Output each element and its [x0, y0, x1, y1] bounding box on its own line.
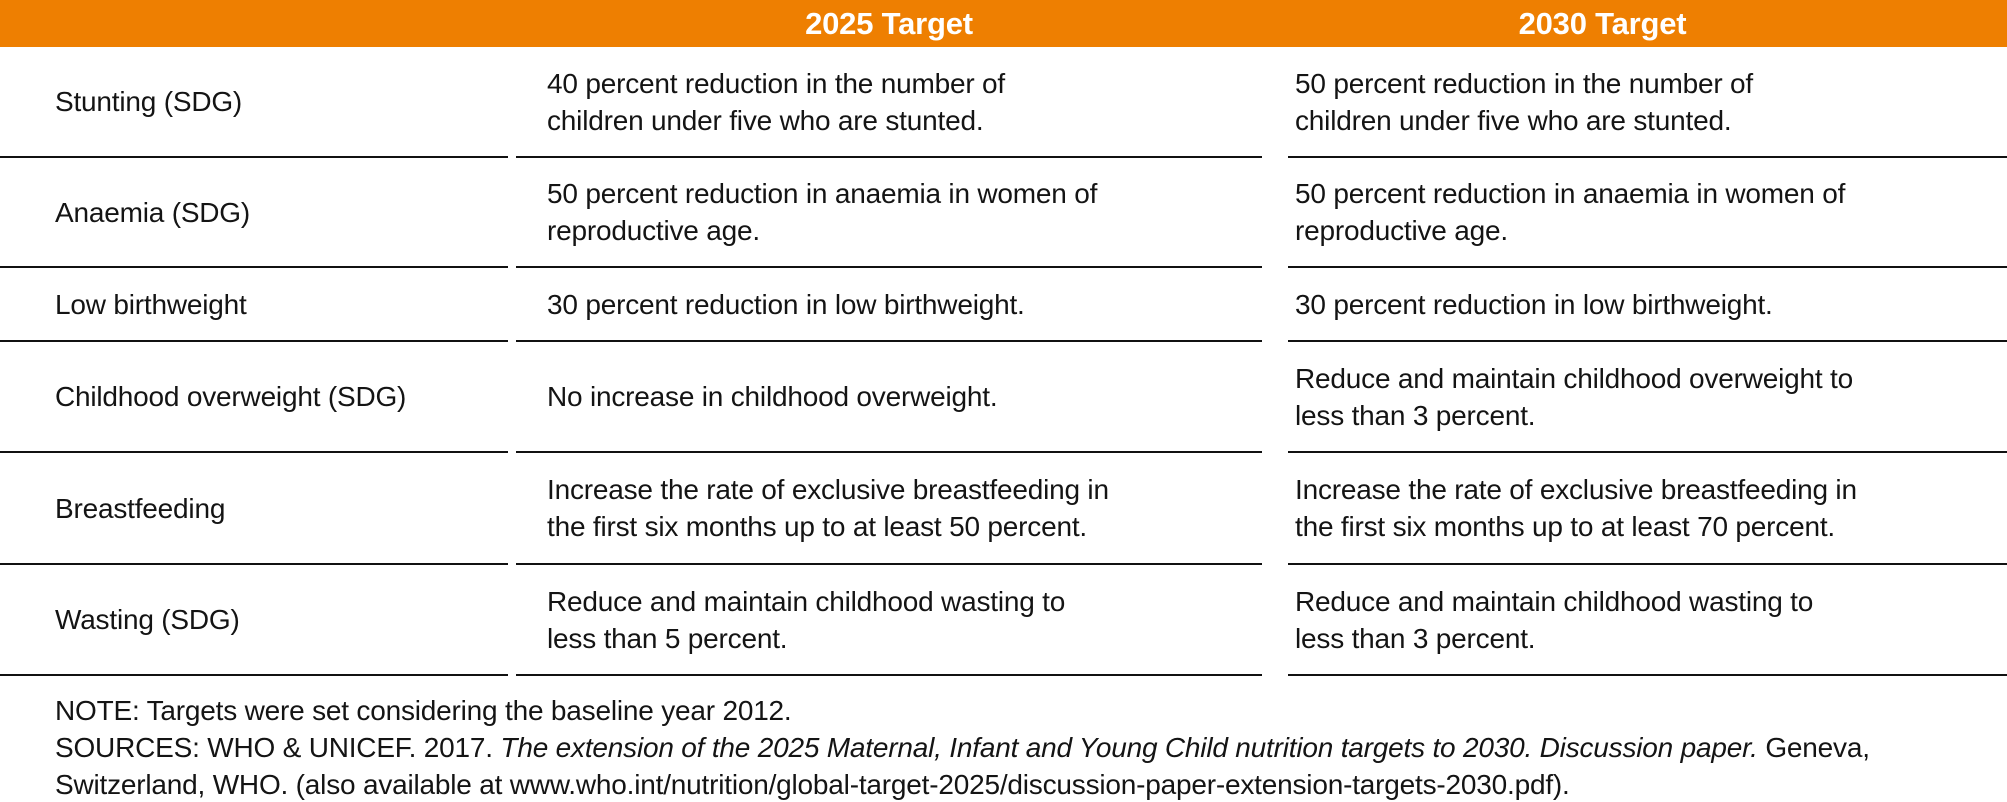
table-row: Anaemia (SDG) 50 percent reduction in an… [0, 158, 2007, 268]
indicator-label: Stunting (SDG) [0, 47, 508, 158]
column-gap [1262, 268, 1288, 342]
column-gap [1262, 47, 1288, 158]
target-2025-cell: 30 percent reduction in low birthweight. [516, 268, 1262, 342]
target-2025-cell: No increase in childhood overweight. [516, 342, 1262, 453]
target-2025-cell: Reduce and maintain childhood wasting to… [516, 565, 1262, 676]
target-2030-cell: 50 percent reduction in anaemia in women… [1288, 158, 2007, 268]
target-2030-cell: 30 percent reduction in low birthweight. [1288, 268, 2007, 342]
column-gap [508, 268, 516, 342]
header-2025-target: 2025 Target [805, 5, 973, 41]
indicator-label: Wasting (SDG) [0, 565, 508, 676]
target-2030-cell: Reduce and maintain childhood wasting to… [1288, 565, 2007, 676]
target-2025-cell: 50 percent reduction in anaemia in women… [516, 158, 1262, 268]
sources-title-italic: The extension of the 2025 Maternal, Infa… [500, 732, 1758, 763]
header-2030-target: 2030 Target [1518, 5, 1687, 41]
column-gap [508, 565, 516, 676]
column-gap [508, 453, 516, 565]
note-line: NOTE: Targets were set considering the b… [55, 695, 792, 726]
table-row: Low birthweight 30 percent reduction in … [0, 268, 2007, 342]
target-2025-cell: 40 percent reduction in the number of ch… [516, 47, 1262, 158]
target-2025-cell: Increase the rate of exclusive breastfee… [516, 453, 1262, 565]
indicator-label: Anaemia (SDG) [0, 158, 508, 268]
target-2030-cell: 50 percent reduction in the number of ch… [1288, 47, 2007, 158]
column-gap [1262, 565, 1288, 676]
table-header-band: 2025 Target 2030 Target [0, 0, 2007, 47]
column-gap [508, 342, 516, 453]
sources-after-italic: Geneva, [1757, 732, 1870, 763]
column-gap [508, 158, 516, 268]
column-gap [1262, 342, 1288, 453]
column-gap [1262, 453, 1288, 565]
sources-prefix: SOURCES: WHO & UNICEF. 2017. [55, 732, 501, 763]
indicator-label: Low birthweight [0, 268, 508, 342]
table-row: Stunting (SDG) 40 percent reduction in t… [0, 47, 2007, 158]
indicator-label: Childhood overweight (SDG) [0, 342, 508, 453]
target-2030-cell: Reduce and maintain childhood overweight… [1288, 342, 2007, 453]
table-row: Wasting (SDG) Reduce and maintain childh… [0, 565, 2007, 676]
column-gap [1262, 158, 1288, 268]
target-2030-cell: Increase the rate of exclusive breastfee… [1288, 453, 2007, 565]
indicator-label: Breastfeeding [0, 453, 508, 565]
sources-line: SOURCES: WHO & UNICEF. 2017. The extensi… [55, 729, 1967, 802]
notes-section: NOTE: Targets were set considering the b… [0, 676, 2007, 802]
sources-line2: Switzerland, WHO. (also available at www… [55, 769, 1570, 800]
column-gap [508, 47, 516, 158]
table-row: Childhood overweight (SDG) No increase i… [0, 342, 2007, 453]
table-row: Breastfeeding Increase the rate of exclu… [0, 453, 2007, 565]
